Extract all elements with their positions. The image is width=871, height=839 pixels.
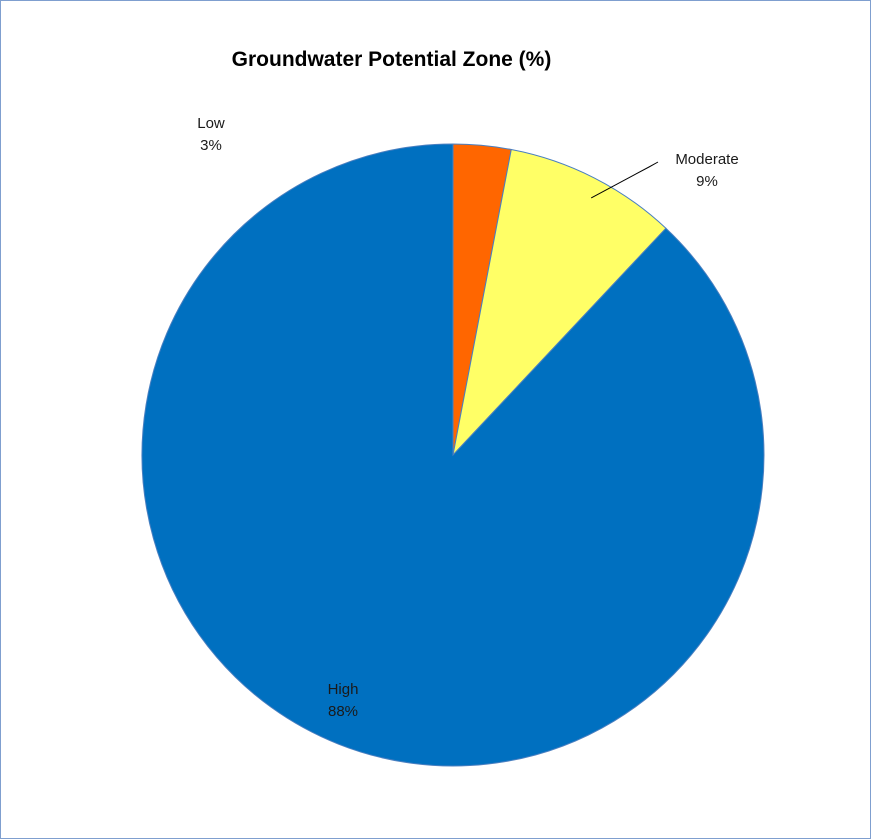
pie-slice-moderate <box>452 148 667 457</box>
data-label-moderate-name: Moderate <box>675 151 738 168</box>
chart-title: Groundwater Potential Zone (%) <box>231 48 552 71</box>
leader-line-moderate <box>590 161 659 199</box>
pie-slices <box>141 143 765 767</box>
pie-slice-high <box>141 143 765 767</box>
data-label-low-percent: 3% <box>200 137 222 154</box>
data-label-moderate-percent: 9% <box>696 173 718 190</box>
data-labels: Low 3% Moderate 9% High 88% <box>197 115 738 720</box>
data-label-high-percent: 88% <box>328 703 358 720</box>
leader-lines <box>590 161 659 199</box>
data-label-high-name: High <box>328 681 359 698</box>
data-label-low-name: Low <box>197 115 225 132</box>
